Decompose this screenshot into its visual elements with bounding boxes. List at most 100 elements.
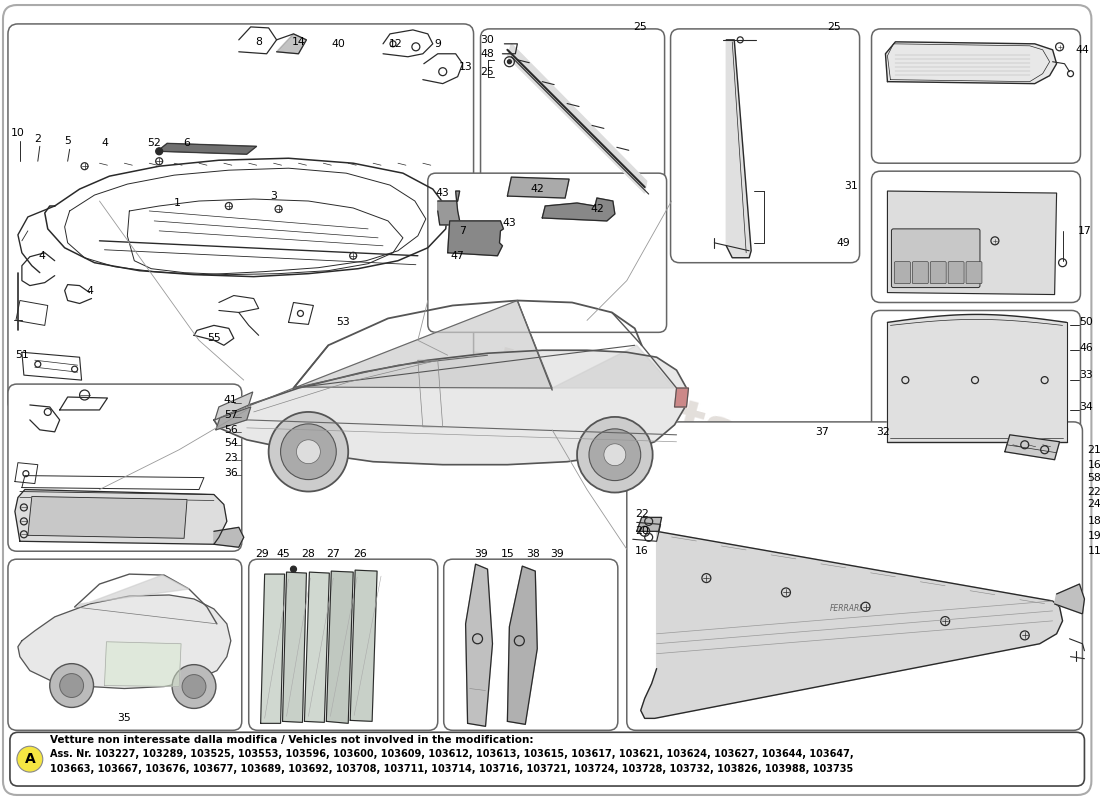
Text: 54: 54 [224,438,238,448]
FancyBboxPatch shape [871,171,1080,302]
Text: 39: 39 [475,550,488,559]
Polygon shape [888,314,1067,442]
Text: 27: 27 [327,550,340,559]
Text: 41: 41 [224,395,238,405]
Text: 4: 4 [39,250,45,261]
Text: 56: 56 [224,425,238,435]
Text: autocatalogparts: autocatalogparts [234,279,740,462]
Text: 48: 48 [481,49,494,58]
Text: 26: 26 [353,550,367,559]
Circle shape [50,664,94,707]
Circle shape [172,665,216,709]
Text: 36: 36 [224,468,238,478]
Text: 47: 47 [451,250,464,261]
Circle shape [156,148,163,154]
Polygon shape [28,497,187,538]
Text: 31: 31 [844,181,858,191]
Polygon shape [637,518,661,531]
Polygon shape [297,301,552,388]
FancyBboxPatch shape [948,262,964,283]
Text: 38: 38 [527,550,540,559]
Text: 15: 15 [500,550,515,559]
FancyBboxPatch shape [8,24,474,412]
Text: 3: 3 [271,191,277,201]
Text: 20: 20 [635,526,649,536]
Polygon shape [640,531,1063,718]
Text: A: A [24,752,35,766]
FancyBboxPatch shape [3,5,1091,795]
Text: 30: 30 [481,35,494,45]
Polygon shape [216,407,251,430]
Polygon shape [78,575,189,607]
Text: 32: 32 [877,427,890,437]
Polygon shape [542,198,615,221]
Polygon shape [305,572,329,722]
Circle shape [280,424,337,479]
Text: 46: 46 [1079,343,1093,354]
Text: 49: 49 [837,238,850,248]
Text: 11: 11 [1088,546,1100,556]
Text: 51: 51 [15,350,29,360]
FancyBboxPatch shape [428,173,667,332]
Text: 21: 21 [1088,445,1100,454]
Polygon shape [674,388,689,407]
FancyBboxPatch shape [966,262,982,283]
Text: 22: 22 [1088,486,1100,497]
Text: 53: 53 [337,318,350,327]
Circle shape [183,674,206,698]
Circle shape [59,674,84,698]
Text: 19: 19 [1088,531,1100,542]
Text: 55: 55 [207,334,221,343]
Text: Vetture non interessate dalla modifica / Vehicles not involved in the modificati: Vetture non interessate dalla modifica /… [50,735,534,746]
Circle shape [16,746,43,772]
Polygon shape [276,34,307,54]
Text: 6: 6 [184,138,190,148]
Text: 33: 33 [1079,370,1093,380]
Text: 24: 24 [1088,499,1100,510]
Circle shape [578,417,652,493]
Text: 25: 25 [827,22,840,32]
FancyBboxPatch shape [894,262,911,283]
Text: 28: 28 [301,550,316,559]
Polygon shape [552,346,674,388]
Polygon shape [438,191,460,225]
Polygon shape [888,191,1057,294]
Circle shape [268,412,349,491]
Text: 23: 23 [224,453,238,462]
Polygon shape [261,574,285,723]
FancyBboxPatch shape [931,262,946,283]
FancyBboxPatch shape [871,310,1080,454]
Circle shape [604,444,626,466]
Circle shape [290,566,297,572]
Text: 16: 16 [635,546,649,556]
Polygon shape [1055,584,1085,614]
Text: 39: 39 [550,550,564,559]
Text: 37: 37 [815,427,828,437]
Text: 16: 16 [1088,460,1100,470]
Polygon shape [448,221,504,256]
Circle shape [297,440,320,464]
Polygon shape [726,40,751,258]
Polygon shape [213,350,686,465]
Polygon shape [507,44,647,193]
Circle shape [507,60,512,64]
Polygon shape [15,490,227,544]
Text: 22: 22 [635,510,649,519]
Text: 10: 10 [11,128,25,138]
FancyBboxPatch shape [912,262,928,283]
FancyBboxPatch shape [249,559,438,730]
Text: 42: 42 [590,204,604,214]
Text: 4: 4 [101,138,108,148]
Text: 12: 12 [389,39,403,49]
Text: 18: 18 [1088,516,1100,526]
FancyBboxPatch shape [891,229,980,287]
Text: since 1989: since 1989 [473,394,641,466]
FancyBboxPatch shape [481,29,664,248]
FancyBboxPatch shape [8,559,242,730]
Polygon shape [283,572,307,722]
Circle shape [588,429,640,481]
Text: 43: 43 [503,218,516,228]
Text: 50: 50 [1079,318,1093,327]
Polygon shape [1004,435,1059,460]
FancyBboxPatch shape [627,422,1082,730]
